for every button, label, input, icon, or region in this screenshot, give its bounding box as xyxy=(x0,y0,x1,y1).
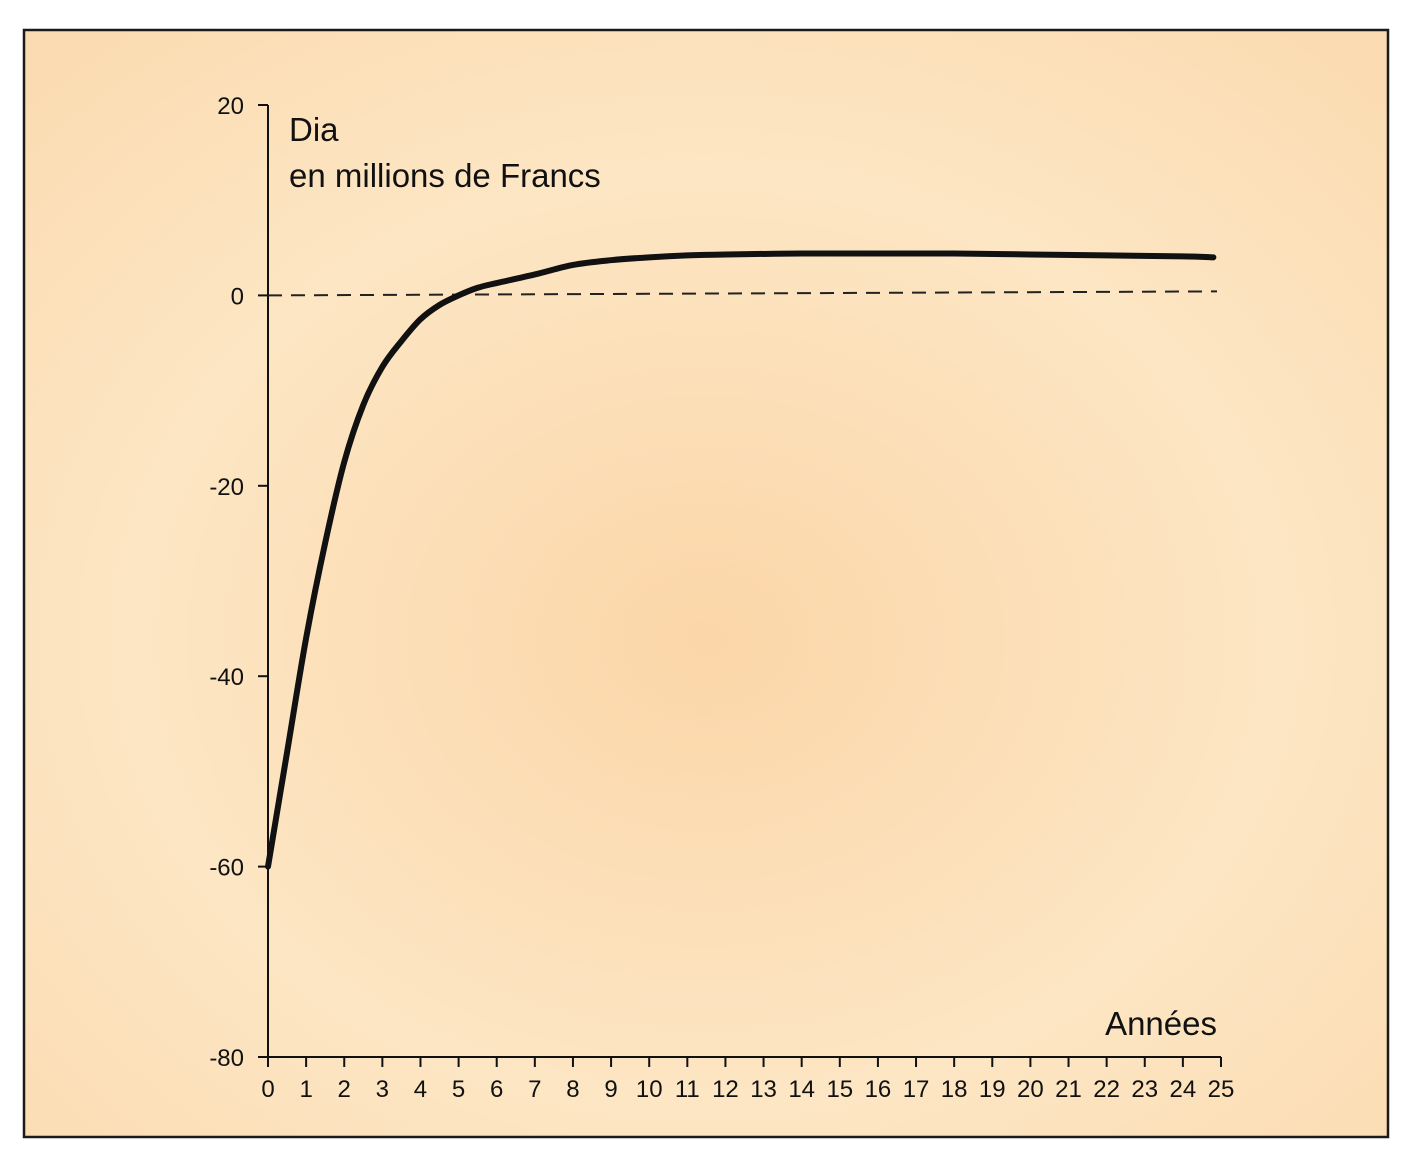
x-tick-label: 6 xyxy=(490,1076,503,1103)
series-point xyxy=(570,262,575,267)
y-tick-label: 0 xyxy=(231,283,244,310)
x-tick-label: 24 xyxy=(1170,1076,1197,1103)
series-point xyxy=(342,460,347,465)
x-tick-label: 12 xyxy=(712,1076,739,1103)
x-tick-label: 14 xyxy=(788,1076,815,1103)
series-point xyxy=(304,636,309,641)
series-point xyxy=(418,317,423,322)
x-tick-label: 4 xyxy=(414,1076,427,1103)
series-point xyxy=(266,864,271,869)
x-axis-title: Années xyxy=(1105,1005,1217,1042)
y-tick-label: -60 xyxy=(209,855,244,882)
y-axis-title-line2: en millions de Francs xyxy=(289,157,601,194)
axes-group xyxy=(267,105,1221,1058)
x-tick-label: 15 xyxy=(826,1076,853,1103)
series-point xyxy=(380,364,385,369)
x-tick-label: 20 xyxy=(1017,1076,1044,1103)
x-tick-label: 10 xyxy=(636,1076,663,1103)
x-tick-label: 3 xyxy=(376,1076,389,1103)
x-tick-label: 11 xyxy=(675,1076,700,1103)
series-point xyxy=(323,540,328,545)
x-tick-label: 2 xyxy=(338,1076,351,1103)
series-point xyxy=(1104,253,1109,258)
series-point xyxy=(1180,254,1185,259)
x-tick-label: 13 xyxy=(750,1076,777,1103)
series-point xyxy=(647,255,652,260)
x-tick-label: 16 xyxy=(865,1076,892,1103)
series-point xyxy=(532,272,537,277)
series-line-dia xyxy=(265,250,1217,870)
x-tick-label: 0 xyxy=(261,1076,274,1103)
series-point xyxy=(475,285,480,290)
x-tick-label: 1 xyxy=(299,1076,312,1103)
series-point xyxy=(361,402,366,407)
series-point xyxy=(723,252,728,257)
y-ticks-group: 20 0 -20 -40 -60 -80 xyxy=(209,93,268,1072)
series-point xyxy=(609,258,614,263)
y-tick-label: -20 xyxy=(209,474,244,501)
x-tick-label: 5 xyxy=(452,1076,465,1103)
x-tick-label: 18 xyxy=(941,1076,968,1103)
series-point xyxy=(456,293,461,298)
y-tick-label: -40 xyxy=(209,664,244,691)
plot-frame xyxy=(22,28,1390,1139)
x-tick-label: 23 xyxy=(1131,1076,1158,1103)
series-point xyxy=(685,253,690,258)
zero-reference-line xyxy=(267,290,1218,297)
y-axis-title-line1: Dia xyxy=(289,111,339,148)
x-tick-label: 25 xyxy=(1208,1076,1235,1103)
series-point xyxy=(494,281,499,286)
series-point xyxy=(399,339,404,344)
series-point xyxy=(1211,255,1216,260)
x-ticks-group: 0 1 2 3 4 5 6 7 8 9 10 11 12 13 14 15 16 17 18 19 20 21 22 23 24… xyxy=(261,1057,1234,1103)
series-point xyxy=(799,251,804,256)
series-point xyxy=(952,251,957,256)
x-tick-label: 22 xyxy=(1093,1076,1120,1103)
x-tick-label: 19 xyxy=(979,1076,1006,1103)
y-tick-label: -80 xyxy=(209,1045,244,1072)
series-point xyxy=(437,302,442,307)
x-tick-label: 21 xyxy=(1055,1076,1082,1103)
x-tick-label: 17 xyxy=(903,1076,930,1103)
series-point xyxy=(1028,252,1033,257)
series-point xyxy=(875,251,880,256)
series-point xyxy=(285,750,290,755)
x-tick-label: 9 xyxy=(604,1076,617,1103)
x-tick-label: 8 xyxy=(566,1076,579,1103)
x-tick-label: 7 xyxy=(528,1076,541,1103)
y-tick-label: 20 xyxy=(217,93,244,120)
